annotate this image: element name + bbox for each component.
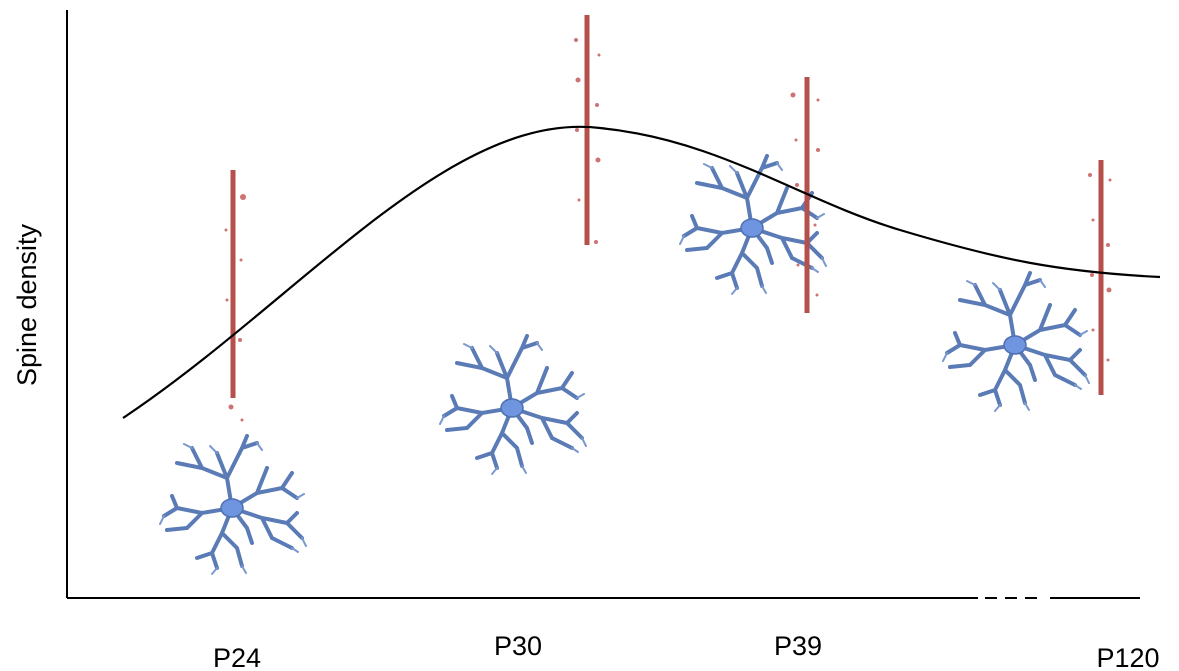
dendrite-segment: [1088, 160, 1112, 395]
neuron-icon: [158, 434, 308, 576]
neuron-icon: [678, 154, 828, 296]
neuron-icon: [438, 334, 588, 476]
x-label: P30: [494, 631, 542, 661]
x-label: P120: [1096, 643, 1159, 671]
dendrite-segment: [224, 170, 246, 422]
trend-curve: [122, 125, 1161, 419]
y-axis-label: Spine density: [12, 223, 42, 386]
x-label: P24: [213, 643, 261, 671]
dendrite-segment: [790, 77, 820, 313]
dendrite-segment: [574, 15, 601, 245]
x-label: P39: [774, 631, 822, 661]
neuron-icon: [941, 271, 1091, 413]
